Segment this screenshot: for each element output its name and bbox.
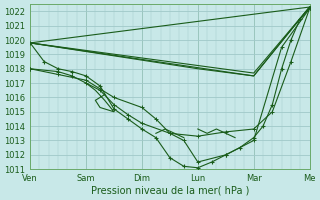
X-axis label: Pression niveau de la mer( hPa ): Pression niveau de la mer( hPa ) (91, 186, 249, 196)
